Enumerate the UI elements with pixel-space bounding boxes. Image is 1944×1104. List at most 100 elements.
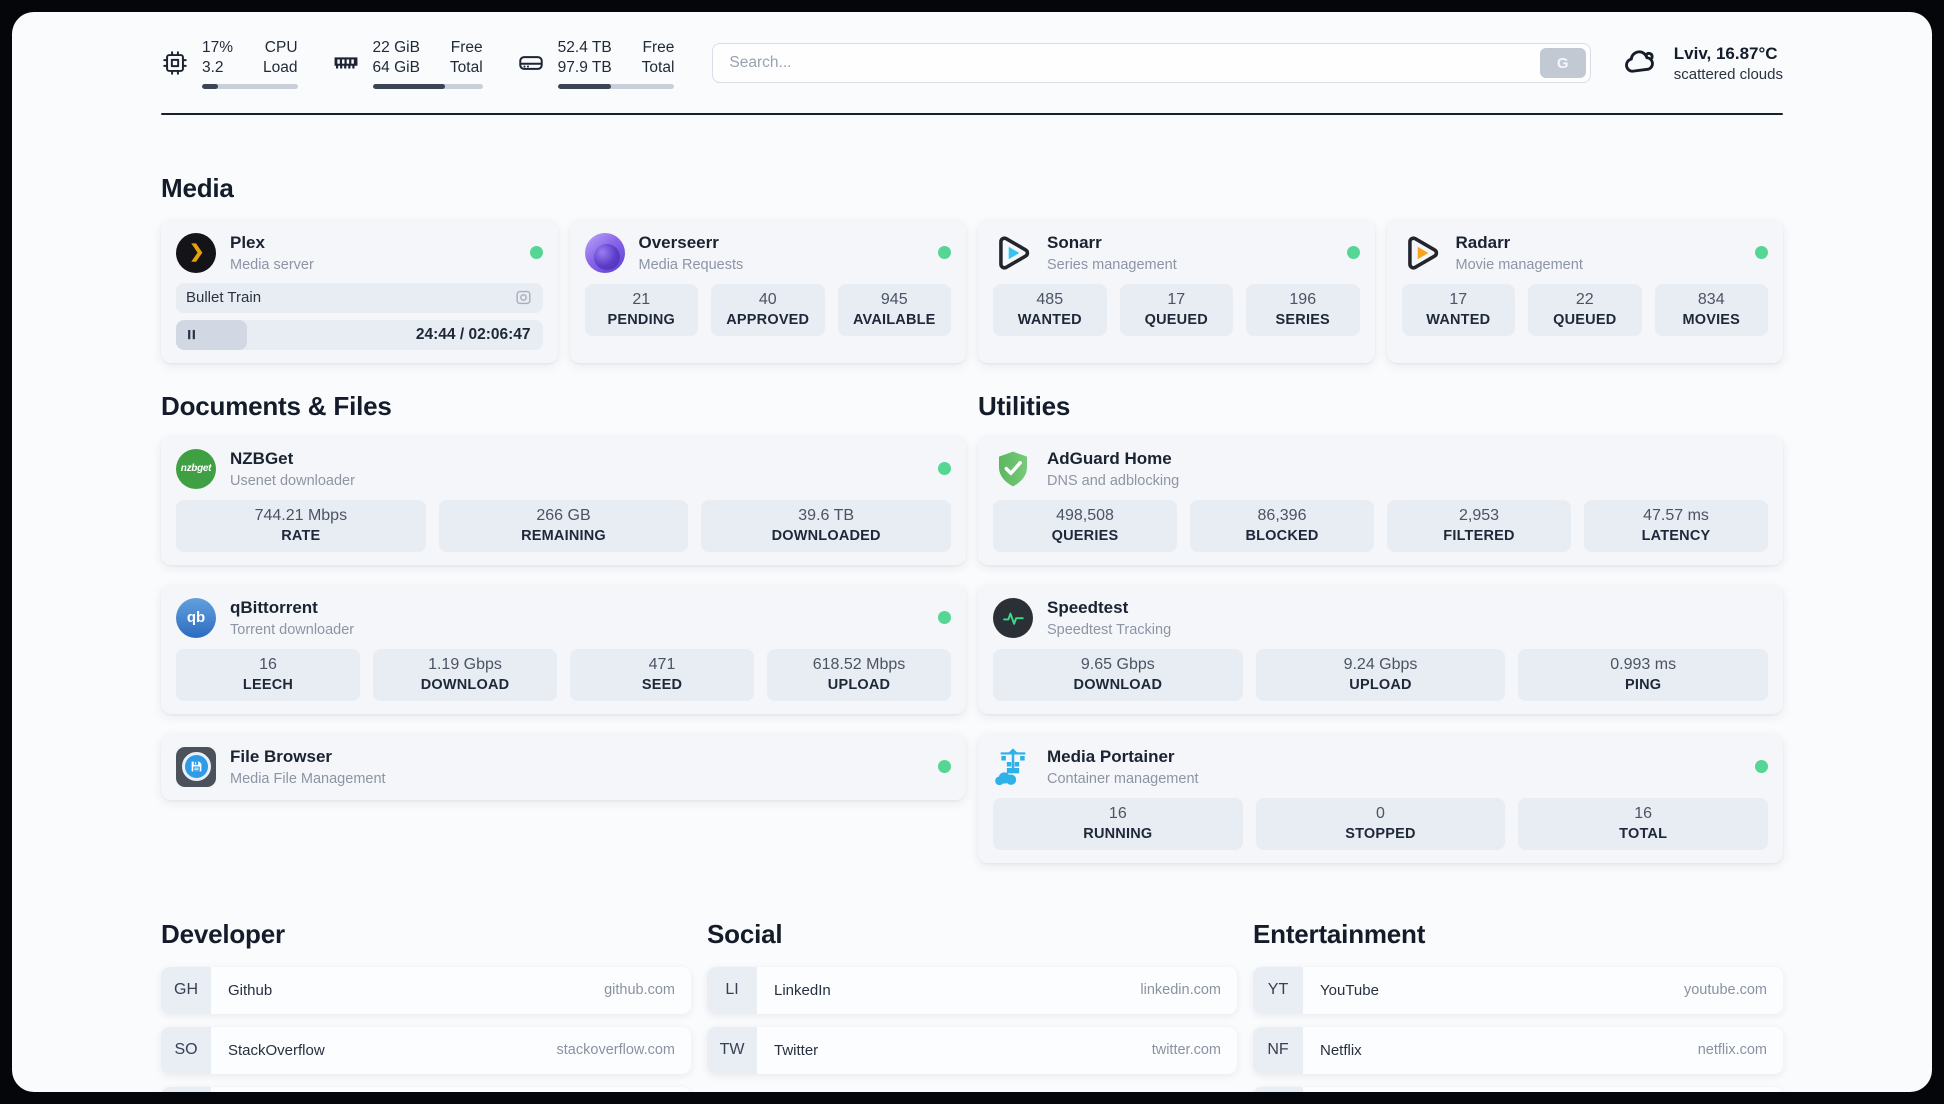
stat-label: DOWNLOADED <box>771 528 881 545</box>
stat-label: PENDING <box>607 312 675 329</box>
section-documents-files: Documents & Files nzbget NZBGet Usenet dow… <box>161 391 966 863</box>
app-card-header: nzbget NZBGet Usenet downloader <box>176 448 951 489</box>
app-card-header: Media Portainer Container management <box>993 747 1768 787</box>
app-stat-row: 498,508 QUERIES 86,396 BLOCKED 2,953 FILTERED… <box>993 499 1768 552</box>
bookmark-abbreviation: NF <box>1253 1026 1303 1074</box>
stat-value: 16 <box>1634 805 1653 823</box>
stat-label: AVAILABLE <box>852 312 936 329</box>
app-card-titles: Overseerr Media Requests <box>639 233 925 272</box>
stat-label: SEED <box>641 677 683 694</box>
app-card-file-browser[interactable]: File Browser Media File Management <box>161 733 966 800</box>
bookmark-name: StackOverflow <box>228 1041 325 1059</box>
weather-location-temp: Lviv, 16.87°C <box>1673 43 1778 63</box>
stat-label: UPLOAD <box>827 677 891 694</box>
app-card-titles: Sonarr Series management <box>1047 233 1333 272</box>
stat-value: 2,953 <box>1458 507 1500 525</box>
plex-icon <box>176 232 216 273</box>
utilities-apps: AdGuard Home DNS and adblocking 498,508 QUE… <box>978 435 1783 863</box>
stat-box: 39.6 TB DOWNLOADED <box>701 499 951 552</box>
app-subtitle: DNS and adblocking <box>1047 472 1180 489</box>
bookmark-reddit[interactable]: RERedditreddit.com <box>1253 1086 1783 1092</box>
ram-icon <box>332 49 360 77</box>
system-stats: 17% 3.2 CPU Load 22 GiB 64 GiB Free Total 52.4 T… <box>161 38 675 89</box>
section-utilities: Utilities AdGuard Home DNS and adblocking… <box>978 391 1783 863</box>
search-input[interactable] <box>712 43 1591 84</box>
app-stat-row: 16 RUNNING 0 STOPPED 16 TOTAL <box>993 797 1768 850</box>
stat-box: 16 RUNNING <box>993 797 1243 850</box>
bookmark-youtube[interactable]: YT YouTube youtube.com <box>1253 966 1783 1014</box>
bookmarks-area: Developer GH Github github.com SO StackOverf… <box>161 919 1783 1092</box>
stat-value: 16 <box>1108 805 1127 823</box>
app-card-speedtest[interactable]: Speedtest Speedtest Tracking 9.65 Gbps DOWN… <box>978 584 1783 714</box>
bookmark-stackoverflow[interactable]: SO StackOverflow stackoverflow.com <box>161 1026 691 1074</box>
stat-label: Total <box>641 59 675 77</box>
search-go-button[interactable]: G <box>1539 48 1586 79</box>
stat-box: 40 APPROVED <box>711 283 825 336</box>
app-card-adguard-home[interactable]: AdGuard Home DNS and adblocking 498,508 QUE… <box>978 435 1783 565</box>
stat-label: Free <box>450 39 483 56</box>
app-card-nzbget[interactable]: nzbget NZBGet Usenet downloader 744.21 Mbps… <box>161 435 966 565</box>
app-title: Radarr <box>1455 233 1511 253</box>
bookmark-twitter[interactable]: TW Twitter twitter.com <box>707 1026 1237 1074</box>
stat-label: Load <box>263 59 298 77</box>
stat-value: 17 <box>1449 291 1468 309</box>
bookmark-abbreviation: SO <box>161 1026 211 1074</box>
app-card-overseerr[interactable]: Overseerr Media Requests 21 PENDING 40 APPROV… <box>569 219 966 363</box>
bookmark-abbreviation: RE <box>1253 1086 1303 1092</box>
portainer-icon <box>993 747 1033 787</box>
section-title-documents-files: Documents & Files <box>161 390 392 421</box>
bookmark-url: github.com <box>604 982 675 999</box>
system-stat-rows: 52.4 TB 97.9 TB Free Total <box>558 38 675 79</box>
app-title: Speedtest <box>1047 598 1129 618</box>
stat-box: 471 SEED <box>570 648 754 701</box>
stat-label: MOVIES <box>1682 312 1741 329</box>
app-card-titles: File Browser Media File Management <box>230 747 924 786</box>
stat-box: 1.19 Gbps DOWNLOAD <box>373 648 557 701</box>
bookmark-dev[interactable]: DTDEVdev.to <box>161 1086 691 1092</box>
stat-value: 22 GiB <box>372 39 420 56</box>
bookmark-abbreviation: DT <box>161 1086 211 1092</box>
app-card-media-portainer[interactable]: Media Portainer Container management 16 RUN… <box>978 733 1783 863</box>
bookmark-netflix[interactable]: NF Netflix netflix.com <box>1253 1026 1783 1074</box>
bookmark-linkedin[interactable]: LI LinkedIn linkedin.com <box>707 966 1237 1014</box>
system-stat-rows: 17% 3.2 CPU Load <box>202 38 298 79</box>
bookmark-name: Netflix <box>1320 1041 1362 1059</box>
app-title: AdGuard Home <box>1047 449 1172 469</box>
stat-value: 471 <box>648 656 676 674</box>
stat-value: 17% <box>202 39 234 56</box>
stat-value: 17 <box>1167 291 1186 309</box>
stat-box: 21 PENDING <box>584 283 698 336</box>
bookmark-url: netflix.com <box>1697 1042 1767 1059</box>
app-card-radarr[interactable]: Radarr Movie management 17 WANTED 22 QUEUED 83… <box>1386 219 1783 363</box>
stat-label: BLOCKED <box>1245 528 1319 545</box>
stat-label: FILTERED <box>1443 528 1515 545</box>
now-playing-progress-fill <box>176 319 248 350</box>
stat-box: 16 LEECH <box>176 648 360 701</box>
app-card-titles: Plex Media server <box>230 233 516 272</box>
app-subtitle: Container management <box>1047 770 1199 787</box>
speedtest-icon <box>993 597 1033 638</box>
stat-box: 196 SERIES <box>1246 283 1360 336</box>
app-card-sonarr[interactable]: Sonarr Series management 485 WANTED 17 QUEUED… <box>978 219 1375 363</box>
status-dot-online <box>1755 246 1768 260</box>
stat-value: 3.2 <box>202 59 224 77</box>
stat-value: 40 <box>758 291 777 309</box>
stat-value: 498,508 <box>1056 507 1114 525</box>
app-card-plex[interactable]: Plex Media server Bullet Train 24:44 / 02:0… <box>161 219 558 363</box>
stat-box: 47.57 ms LATENCY <box>1584 499 1768 552</box>
app-card-qbittorrent[interactable]: qb qBittorrent Torrent downloader 16 LEECH 1.… <box>161 584 966 714</box>
bookmark-abbreviation: YT <box>1253 966 1303 1014</box>
app-subtitle: Media server <box>230 256 314 273</box>
app-subtitle: Movie management <box>1455 256 1583 273</box>
usage-bar-fill <box>372 83 446 89</box>
cpu-icon <box>161 49 189 77</box>
app-subtitle: Series management <box>1047 256 1177 273</box>
stat-box: 0.993 ms PING <box>1518 648 1768 701</box>
app-title: qBittorrent <box>230 598 318 618</box>
system-stat-memory: 22 GiB 64 GiB Free Total <box>332 38 483 89</box>
stat-value: 1.19 Gbps <box>428 656 502 674</box>
bookmark-github[interactable]: GH Github github.com <box>161 966 691 1014</box>
stat-box: 834 MOVIES <box>1654 283 1768 336</box>
stat-label: QUEUED <box>1144 312 1208 329</box>
bookmark-section-entertainment: Entertainment YT YouTube youtube.com NF Netf… <box>1253 919 1783 1092</box>
